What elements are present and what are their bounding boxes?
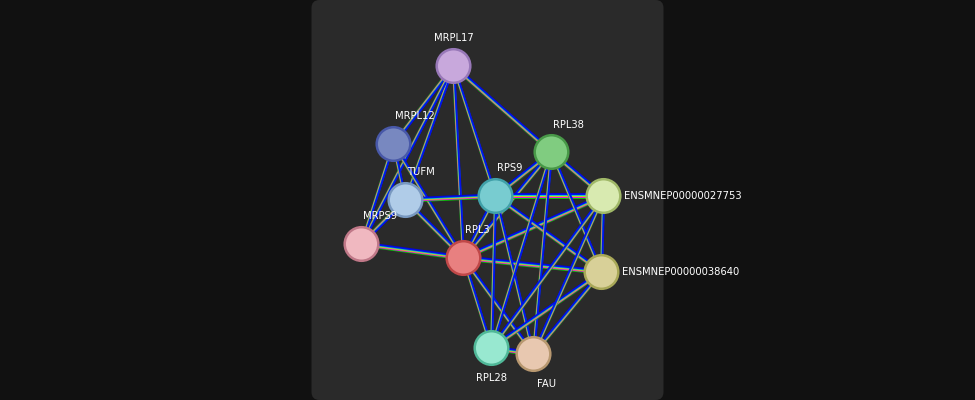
Circle shape	[587, 179, 620, 213]
Circle shape	[389, 183, 422, 217]
Text: FAU: FAU	[536, 379, 556, 389]
Text: RPL3: RPL3	[465, 225, 490, 235]
Text: MRPS9: MRPS9	[364, 211, 398, 221]
Text: RPL38: RPL38	[554, 120, 584, 130]
Circle shape	[517, 337, 550, 371]
Circle shape	[437, 49, 470, 83]
Text: ENSMNEP00000027753: ENSMNEP00000027753	[624, 191, 742, 201]
Circle shape	[376, 127, 410, 161]
Circle shape	[479, 179, 512, 213]
Circle shape	[534, 135, 568, 169]
Text: TUFM: TUFM	[408, 167, 435, 177]
Text: RPL28: RPL28	[476, 373, 507, 383]
Circle shape	[475, 331, 508, 365]
Circle shape	[447, 241, 481, 275]
Circle shape	[345, 227, 378, 261]
Text: MRPL12: MRPL12	[396, 111, 435, 121]
Circle shape	[585, 255, 618, 289]
FancyBboxPatch shape	[311, 0, 664, 400]
Text: RPS9: RPS9	[497, 163, 523, 173]
Text: MRPL17: MRPL17	[434, 33, 474, 43]
Text: ENSMNEP00000038640: ENSMNEP00000038640	[622, 267, 740, 277]
